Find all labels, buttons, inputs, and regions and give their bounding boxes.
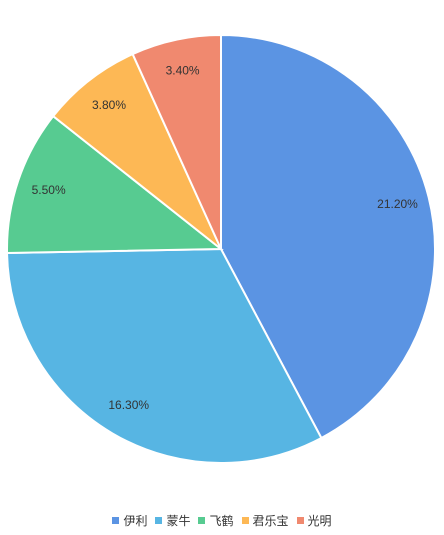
legend-item[interactable]: 飞鹤 <box>198 512 234 529</box>
data-label: 16.30% <box>108 398 149 412</box>
legend-item[interactable]: 君乐宝 <box>241 512 289 529</box>
data-label: 21.20% <box>377 197 418 211</box>
legend-swatch <box>112 517 120 524</box>
data-label: 3.80% <box>92 98 126 112</box>
legend-label: 蒙牛 <box>166 514 191 528</box>
legend-swatch <box>198 517 206 524</box>
legend-item[interactable]: 光明 <box>296 512 332 529</box>
pie-slice <box>131 33 222 250</box>
legend: 伊利 蒙牛 飞鹤 君乐宝 光明 <box>0 512 444 529</box>
pie-slice <box>51 52 222 250</box>
legend-item[interactable]: 伊利 <box>112 512 147 529</box>
data-label: 5.50% <box>32 183 66 197</box>
pie-slice <box>6 114 224 255</box>
pie-slice <box>220 33 436 440</box>
legend-label: 光明 <box>307 514 332 528</box>
pie-slice <box>6 247 323 464</box>
legend-swatch <box>155 517 163 524</box>
legend-swatch <box>241 517 249 524</box>
data-label: 3.40% <box>166 63 200 77</box>
legend-label: 君乐宝 <box>252 514 289 528</box>
legend-swatch <box>296 517 304 524</box>
chart: 21.20% 16.30% 5.50% 3.80% 3.40% <box>6 33 436 464</box>
legend-item[interactable]: 蒙牛 <box>155 512 190 529</box>
legend-label: 伊利 <box>123 514 148 528</box>
legend-label: 飞鹤 <box>209 514 234 528</box>
